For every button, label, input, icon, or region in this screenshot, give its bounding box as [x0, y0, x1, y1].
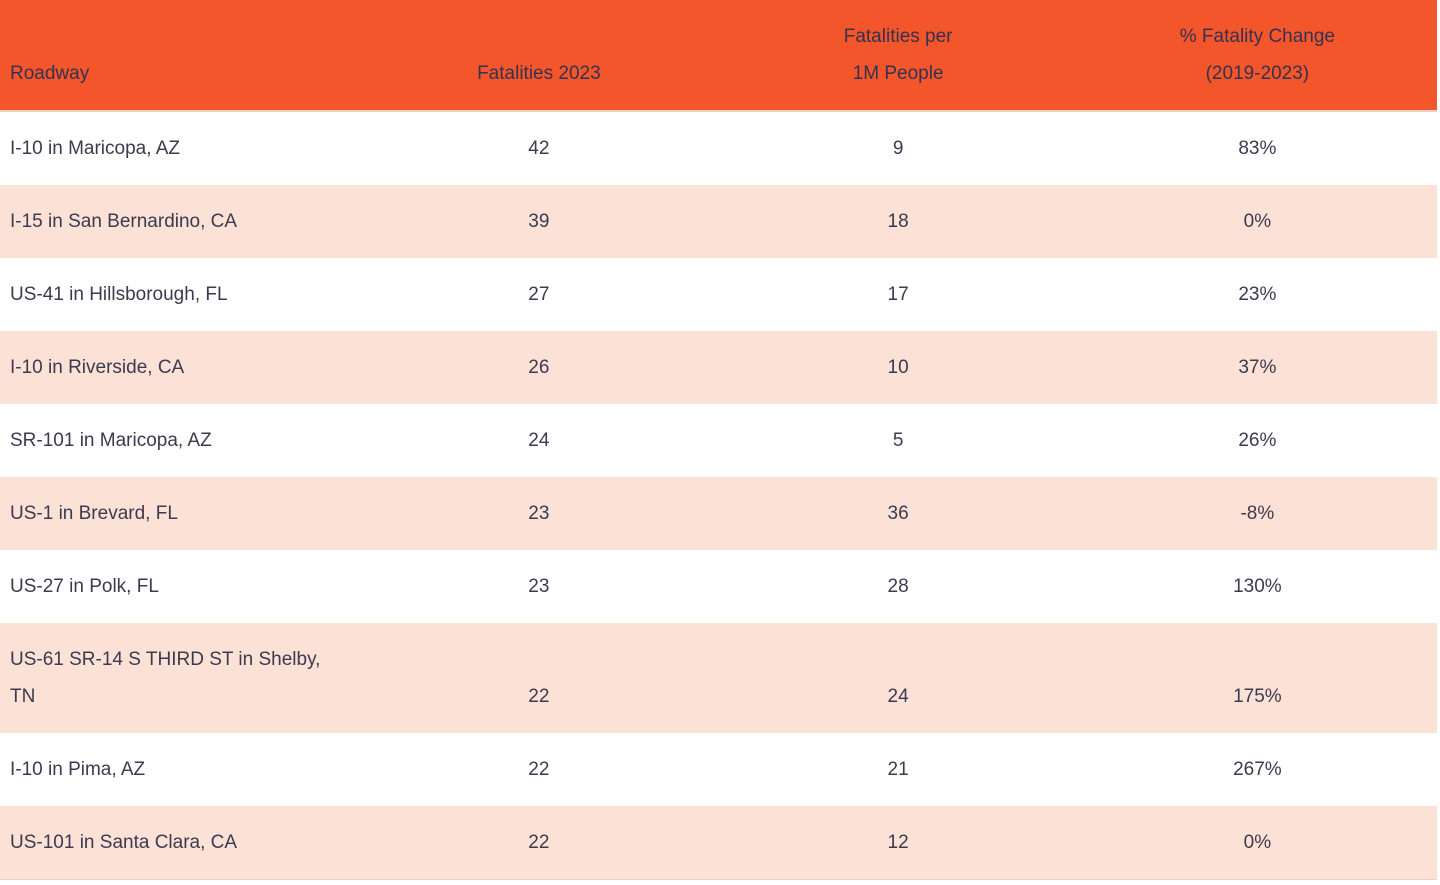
table-row: I-10 in Maricopa, AZ 42 9 83% [0, 111, 1437, 185]
table-header: Roadway Fatalities 2023 Fatalities per 1M… [0, 0, 1437, 112]
header-row: Roadway Fatalities 2023 Fatalities per 1M… [0, 0, 1437, 112]
fatalities-2023-cell: 26 [528, 357, 550, 378]
fatality-change-cell: 26% [1238, 430, 1277, 451]
fatalities-per-1m-cell: 12 [718, 806, 1078, 880]
roadway-cell: SR-101 in Maricopa, AZ [10, 430, 212, 451]
roadway-cell: I-10 in Maricopa, AZ [10, 138, 181, 159]
column-header-roadway: Roadway [0, 0, 360, 112]
fatalities-2023-cell: 24 [528, 430, 550, 451]
column-header-fatalities-2023: Fatalities 2023 [359, 0, 719, 112]
roadway-cell: I-10 in Pima, AZ [10, 759, 146, 780]
fatalities-2023-cell: 42 [528, 138, 550, 159]
fatality-change-cell: 0% [1077, 806, 1437, 880]
fatalities-per-1m-cell: 24 [887, 686, 909, 707]
header-line: 1M People [852, 63, 944, 84]
table-row: US-41 in Hillsborough, FL 27 17 23% [0, 258, 1437, 331]
table-row: US-101 in Santa Clara, CA 22 12 0% [0, 806, 1437, 880]
table-row: US-1 in Brevard, FL 23 36 -8% [0, 477, 1437, 550]
fatalities-per-1m-cell: 10 [887, 357, 909, 378]
fatalities-2023-cell: 22 [528, 759, 550, 780]
fatality-change-cell: 83% [1238, 138, 1277, 159]
roadway-cell: US-1 in Brevard, FL [10, 503, 178, 524]
fatality-change-cell: 37% [1238, 357, 1277, 378]
fatalities-per-1m-cell: 5 [892, 430, 904, 451]
fatalities-per-1m-cell: 21 [887, 759, 909, 780]
roadway-cell: US-27 in Polk, FL [10, 576, 159, 597]
column-header-fatalities-per-1m: Fatalities per 1M People [718, 0, 1078, 112]
fatalities-2023-cell: 27 [528, 284, 550, 305]
fatalities-2023-cell: 23 [528, 576, 550, 597]
table-row: US-61 SR-14 S THIRD ST in Shelby, TN 22 … [0, 623, 1437, 733]
roadway-cell: US-61 SR-14 S THIRD ST in Shelby, TN [10, 649, 321, 707]
fatality-change-cell: -8% [1240, 503, 1275, 524]
header-line: % Fatality Change [1179, 26, 1335, 47]
roadway-cell: I-15 in San Bernardino, CA [10, 211, 238, 232]
roadway-cell: US-41 in Hillsborough, FL [10, 284, 228, 305]
fatalities-per-1m-cell: 17 [887, 284, 909, 305]
fatalities-2023-cell: 22 [359, 806, 719, 880]
fatalities-2023-cell: 22 [528, 686, 550, 707]
fatality-change-cell: 130% [1233, 576, 1282, 597]
roadway-cell: I-10 in Riverside, CA [10, 357, 185, 378]
table-row: US-27 in Polk, FL 23 28 130% [0, 550, 1437, 623]
fatalities-per-1m-cell: 36 [887, 503, 909, 524]
fatality-change-cell: 175% [1233, 686, 1282, 707]
header-line: (2019-2023) [1205, 63, 1310, 84]
fatality-change-cell: 23% [1238, 284, 1277, 305]
fatalities-per-1m-cell: 9 [892, 138, 904, 159]
fatality-change-cell: 0% [1243, 211, 1272, 232]
table-row: SR-101 in Maricopa, AZ 24 5 26% [0, 404, 1437, 477]
table-row: I-15 in San Bernardino, CA 39 18 0% [0, 185, 1437, 258]
table-body: I-10 in Maricopa, AZ 42 9 83% I-15 in Sa… [0, 111, 1437, 880]
roadway-cell: US-101 in Santa Clara, CA [0, 806, 360, 880]
fatalities-2023-cell: 39 [528, 211, 550, 232]
column-header-fatality-change: % Fatality Change (2019-2023) [1077, 0, 1437, 112]
fatalities-per-1m-cell: 28 [887, 576, 909, 597]
table-row: I-10 in Pima, AZ 22 21 267% [0, 733, 1437, 806]
fatalities-per-1m-cell: 18 [887, 211, 909, 232]
fatality-change-cell: 267% [1233, 759, 1282, 780]
table-row: I-10 in Riverside, CA 26 10 37% [0, 331, 1437, 404]
fatalities-2023-cell: 23 [528, 503, 550, 524]
header-line: Fatalities per [843, 26, 953, 47]
